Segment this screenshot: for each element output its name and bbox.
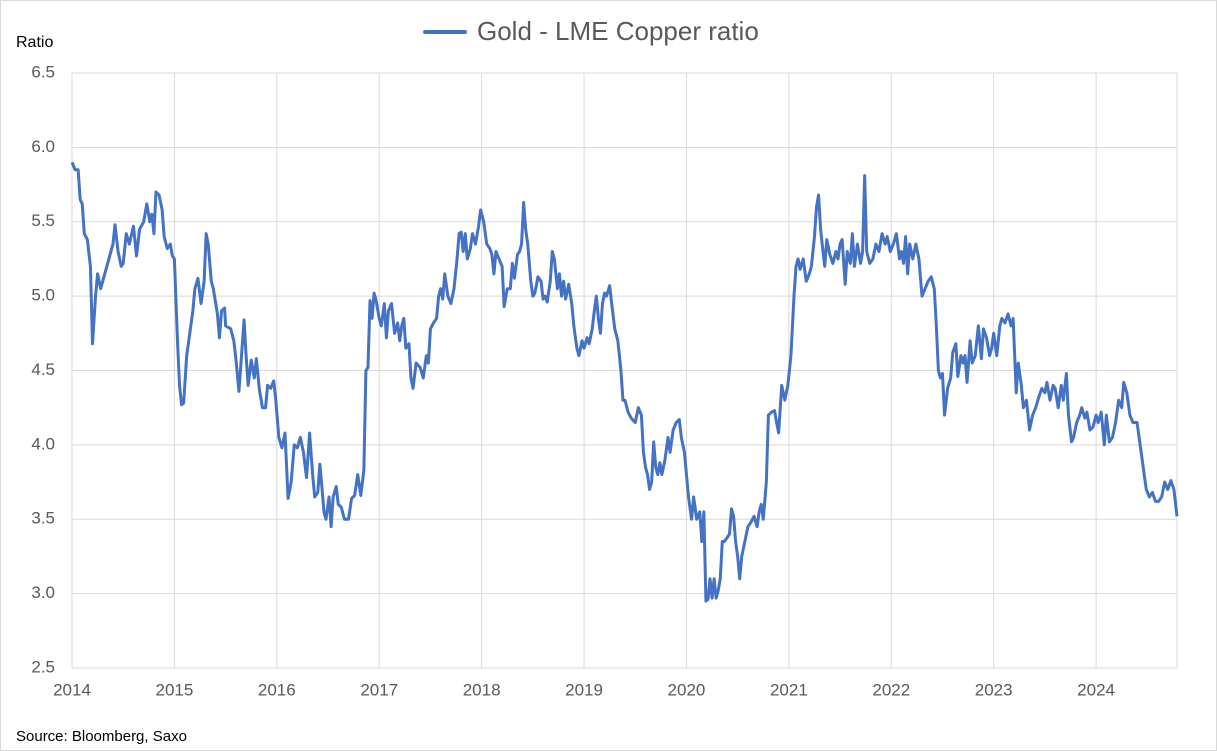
y-tick-label: 5.5 — [31, 211, 55, 230]
x-tick-label: 2016 — [258, 680, 296, 699]
x-tick-label: 2018 — [463, 680, 501, 699]
x-tick-label: 2015 — [155, 680, 193, 699]
x-tick-label: 2017 — [360, 680, 398, 699]
x-tick-label: 2020 — [668, 680, 706, 699]
y-tick-label: 6.5 — [31, 62, 55, 81]
y-tick-label: 3.5 — [31, 509, 55, 528]
x-tick-label: 2019 — [565, 680, 603, 699]
y-tick-label: 5.0 — [31, 286, 55, 305]
y-axis-label: Ratio — [16, 34, 53, 51]
y-tick-label: 4.0 — [31, 434, 55, 453]
y-tick-label: 3.0 — [31, 583, 55, 602]
y-tick-label: 6.0 — [31, 137, 55, 156]
x-tick-label: 2022 — [872, 680, 910, 699]
y-tick-label: 4.5 — [31, 360, 55, 379]
x-tick-label: 2023 — [975, 680, 1013, 699]
y-tick-label: 2.5 — [31, 657, 55, 676]
data-line — [70, 161, 1179, 603]
x-tick-label: 2021 — [770, 680, 808, 699]
source-note: Source: Bloomberg, Saxo — [16, 728, 187, 745]
x-tick-label: 2014 — [53, 680, 91, 699]
x-tick-label: 2024 — [1077, 680, 1115, 699]
legend-label: Gold - LME Copper ratio — [477, 16, 759, 46]
